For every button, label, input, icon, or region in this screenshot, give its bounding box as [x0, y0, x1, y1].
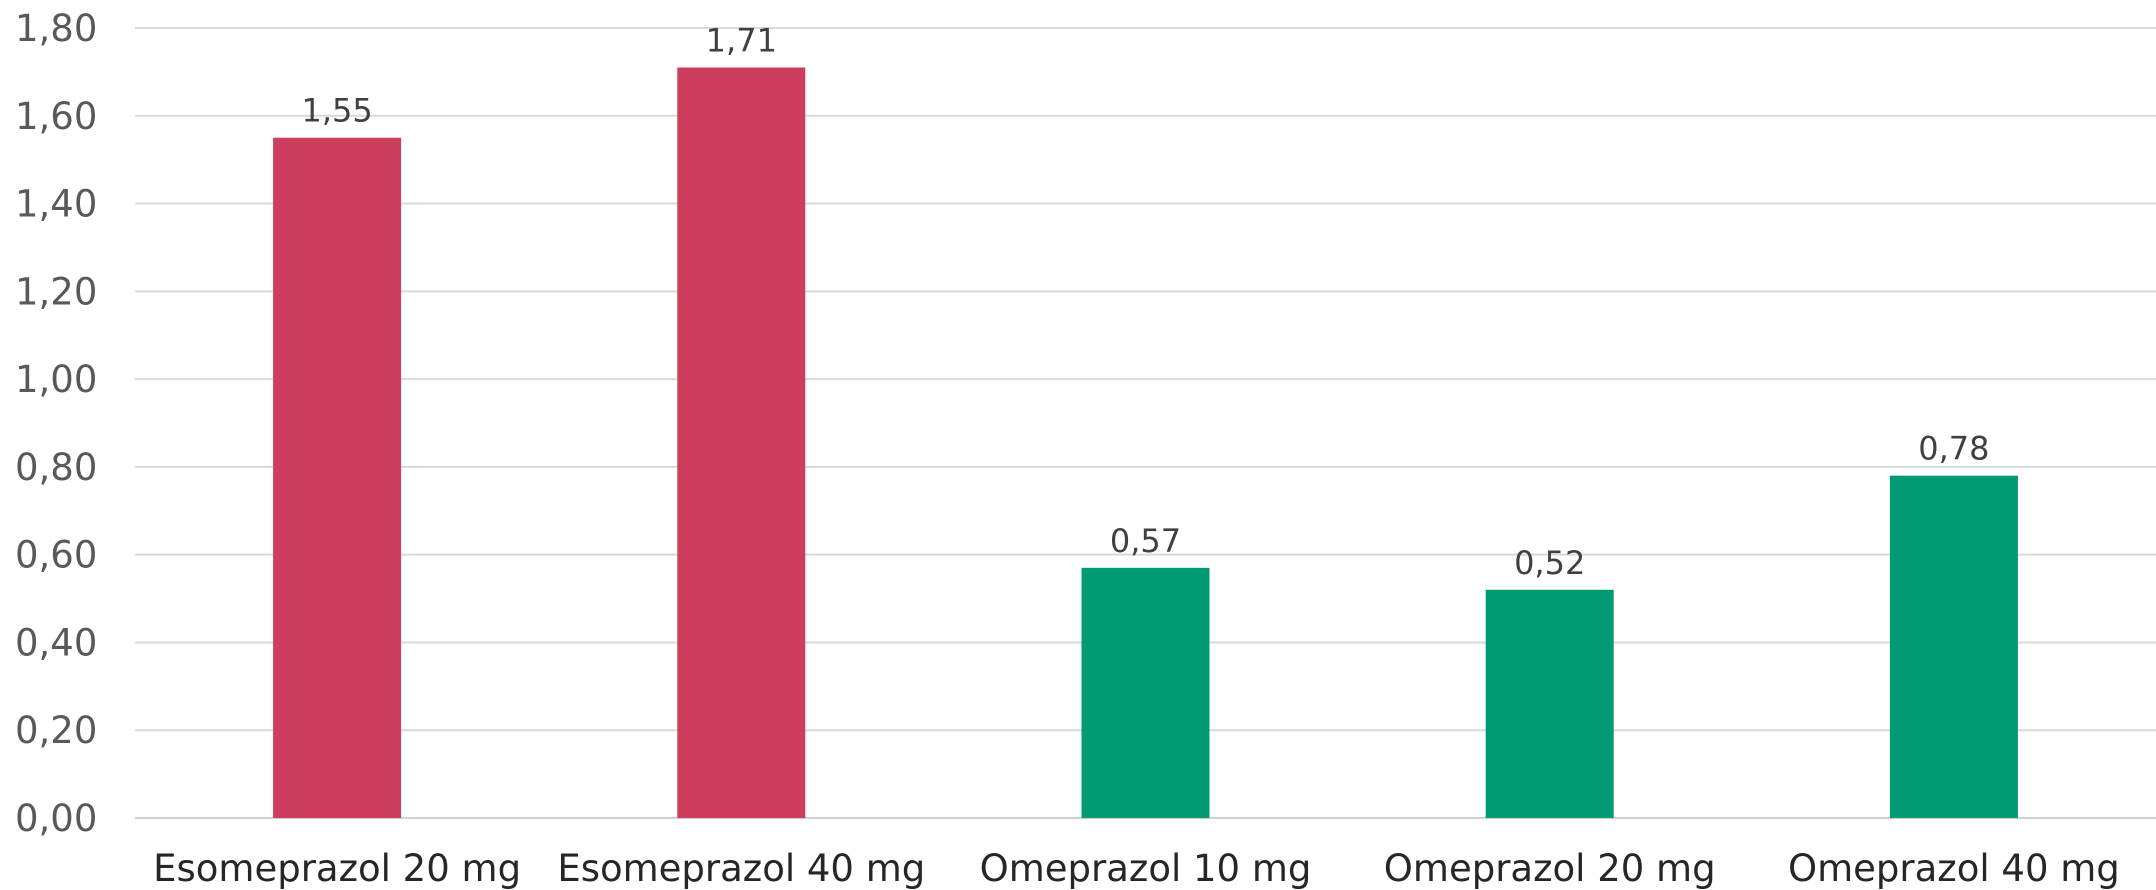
- category-label: Omeprazol 10 mg: [980, 847, 1312, 890]
- data-label: 1,71: [706, 22, 777, 60]
- y-axis-tick-labels: 0,00 0,20 0,40 0,60 0,80 1,00 1,20 1,40 1,60 1,80: [15, 7, 97, 840]
- bars: [273, 67, 2018, 818]
- y-tick-label: 1,20: [15, 270, 97, 313]
- gridlines: [135, 27, 2156, 819]
- category-label: Omeprazol 20 mg: [1384, 847, 1716, 890]
- bar: [1485, 589, 1614, 818]
- y-tick-label: 1,40: [15, 183, 97, 226]
- data-labels: 1,55 1,71 0,57 0,52 0,78: [301, 22, 1989, 582]
- bar: [1889, 475, 2018, 818]
- y-tick-label: 1,00: [15, 358, 97, 401]
- y-tick-label: 0,60: [15, 534, 97, 577]
- y-tick-label: 1,60: [15, 95, 97, 138]
- category-label: Omeprazol 40 mg: [1788, 847, 2120, 890]
- data-label: 0,78: [1918, 430, 1989, 468]
- data-label: 0,52: [1514, 544, 1585, 582]
- category-label: Esomeprazol 20 mg: [153, 847, 521, 890]
- y-tick-label: 0,80: [15, 446, 97, 489]
- category-label: Esomeprazol 40 mg: [557, 847, 925, 890]
- y-tick-label: 0,20: [15, 709, 97, 752]
- y-tick-label: 1,80: [15, 7, 97, 50]
- x-axis-category-labels: Esomeprazol 20 mg Esomeprazol 40 mg Omepra…: [153, 847, 2120, 890]
- y-tick-label: 0,00: [15, 797, 97, 840]
- bar: [273, 137, 402, 818]
- bar: [1081, 567, 1210, 818]
- y-tick-label: 0,40: [15, 621, 97, 664]
- data-label: 1,55: [301, 92, 372, 130]
- bar: [677, 67, 806, 818]
- data-label: 0,57: [1110, 522, 1181, 560]
